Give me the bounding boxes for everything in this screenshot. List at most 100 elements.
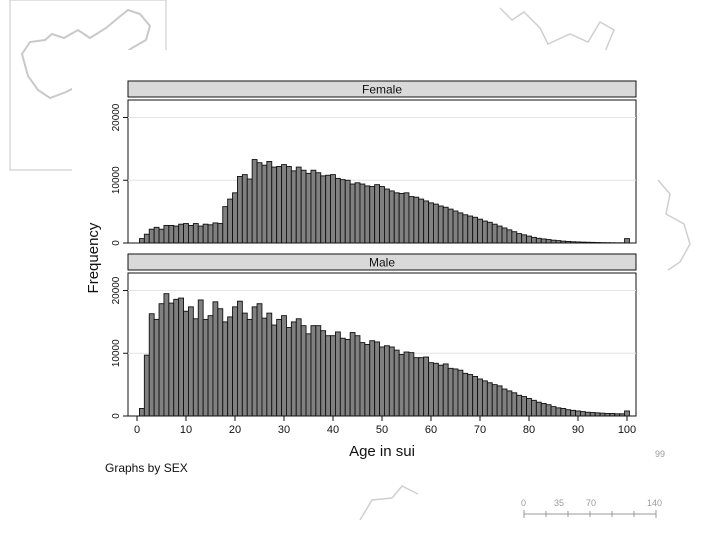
bar-female-76 [506, 229, 513, 244]
bar-male-71 [482, 380, 488, 417]
map-scale-bar: 0 35 70 140 [521, 498, 662, 518]
bar-male-57 [413, 357, 420, 417]
bar-male-53 [393, 349, 400, 417]
bar-female-51 [384, 188, 390, 244]
bar-female-6 [163, 224, 170, 244]
bar-female-78 [516, 233, 523, 244]
bar-male-39 [325, 335, 331, 417]
bar-male-30 [281, 315, 287, 417]
bar-female-9 [178, 223, 185, 244]
bar-male-8 [173, 298, 180, 417]
panel-title-0: Female [362, 83, 402, 97]
bar-female-49 [374, 184, 380, 244]
bar-female-20 [232, 192, 238, 244]
histogram-figure: Frequency Female 0 10000 20000 Male 0 10000 2000… [72, 50, 655, 480]
bar-male-10 [183, 310, 189, 417]
bar-female-71 [482, 220, 488, 244]
bar-female-73 [491, 223, 498, 244]
bar-male-81 [531, 399, 537, 417]
x-tick-label-5: 50 [376, 424, 388, 436]
bar-male-1 [138, 408, 145, 417]
y-tick-label-0-0: 0 [111, 240, 122, 246]
bar-female-33 [295, 166, 302, 244]
bar-male-3 [148, 313, 155, 417]
bar-female-22 [241, 174, 248, 244]
bar-female-16 [212, 222, 219, 244]
bar-female-52 [388, 190, 395, 244]
bar-male-23 [246, 318, 253, 417]
bar-male-42 [339, 337, 346, 417]
x-axis-label: Age in sui [349, 443, 415, 460]
bar-female-38 [320, 175, 327, 244]
bar-female-48 [369, 186, 376, 244]
bar-male-85 [550, 406, 557, 417]
bar-male-90 [575, 410, 581, 417]
bar-male-79 [521, 396, 527, 417]
bar-male-37 [315, 325, 322, 417]
bar-female-29 [276, 166, 282, 244]
bar-female-82 [535, 237, 542, 244]
x-tick-label-6: 60 [425, 424, 437, 436]
bar-female-39 [325, 174, 331, 244]
bar-male-68 [467, 374, 474, 417]
bar-female-70 [477, 218, 483, 244]
bar-male-7 [168, 302, 175, 417]
bar-female-13 [197, 225, 204, 244]
bar-male-17 [217, 308, 224, 417]
bar-male-29 [276, 318, 282, 417]
bar-male-93 [589, 412, 596, 417]
y-tick-label-1-1: 10000 [111, 339, 122, 367]
bar-male-24 [251, 306, 258, 417]
bar-male-86 [555, 407, 562, 417]
bar-female-68 [467, 215, 474, 244]
bar-female-34 [300, 169, 307, 244]
bar-male-60 [428, 362, 434, 417]
bar-male-54 [398, 354, 405, 417]
y-axis-label: Frequency [85, 222, 102, 293]
bar-male-91 [580, 411, 586, 417]
panel-header-0 [127, 80, 637, 98]
bar-female-14 [202, 223, 209, 244]
bar-male-47 [364, 344, 371, 417]
bar-female-27 [266, 160, 273, 244]
bar-male-89 [570, 409, 576, 417]
bar-male-72 [486, 382, 493, 417]
bar-female-64 [447, 208, 454, 244]
bar-male-14 [202, 318, 209, 417]
histogram-svg: Frequency Female 0 10000 20000 Male 0 10000 2000… [85, 80, 637, 460]
bar-female-30 [281, 164, 287, 244]
bar-female-74 [496, 225, 503, 244]
panel-header-1 [127, 253, 637, 271]
bar-female-58 [418, 198, 425, 244]
bar-female-31 [285, 166, 292, 244]
bar-male-41 [335, 331, 341, 417]
map-partial-label: 99 [655, 449, 665, 459]
bar-male-2 [143, 354, 150, 417]
bar-male-44 [349, 332, 356, 417]
bar-male-9 [178, 297, 185, 417]
bar-female-72 [486, 221, 493, 244]
bar-male-21 [236, 300, 243, 417]
bar-male-52 [388, 346, 395, 417]
bar-male-50 [379, 346, 385, 417]
bar-female-3 [148, 228, 155, 244]
bar-male-55 [403, 351, 410, 417]
bar-male-13 [197, 299, 204, 417]
bar-male-84 [545, 404, 552, 417]
bar-female-1 [138, 238, 145, 244]
bar-male-40 [330, 335, 336, 417]
bar-female-63 [442, 206, 449, 244]
scale-label-140: 140 [647, 498, 662, 508]
bar-female-15 [207, 224, 214, 244]
bar-female-26 [261, 164, 268, 244]
bar-female-65 [452, 210, 459, 244]
bar-male-58 [418, 357, 425, 417]
bar-male-34 [300, 325, 307, 417]
bar-female-62 [437, 205, 444, 244]
bar-male-83 [540, 403, 547, 417]
bar-male-16 [212, 301, 219, 417]
bar-female-5 [158, 228, 165, 244]
bar-male-75 [501, 388, 508, 417]
bar-male-32 [290, 321, 297, 417]
bar-male-51 [384, 345, 390, 417]
